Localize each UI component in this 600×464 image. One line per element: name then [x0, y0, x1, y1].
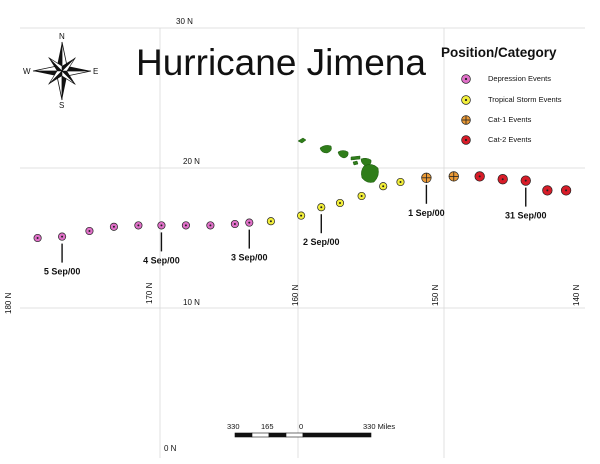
legend-label-depression: Depression Events: [488, 74, 551, 83]
svg-text:3 Sep/00: 3 Sep/00: [231, 253, 268, 263]
date-label: 2 Sep/00: [303, 214, 340, 247]
island-molokai: [350, 155, 361, 161]
scale-segment-2: [251, 432, 270, 438]
compass-e: E: [93, 67, 98, 76]
island-kauai: [319, 145, 332, 154]
track-point-depression: [230, 219, 239, 229]
legend-label-cat1: Cat-1 Events: [488, 115, 532, 124]
lat-label-30: 30 N: [176, 17, 193, 26]
track-point-tropical-storm: [335, 198, 345, 208]
graticule: [20, 27, 585, 458]
scale-label-330-left: 330: [227, 422, 240, 431]
legend-title: Position/Category: [441, 45, 557, 60]
svg-text:2 Sep/00: 2 Sep/00: [303, 237, 340, 247]
lon-label-150: 150 N: [431, 284, 440, 306]
track-point-cat1: [421, 172, 432, 183]
track-point-tropical-storm: [379, 182, 388, 191]
track-point-depression: [134, 221, 143, 230]
legend: Position/Category Depression Events Trop…: [441, 45, 562, 145]
compass-rose-icon: [32, 41, 92, 101]
track-point-tropical-storm: [266, 217, 275, 226]
compass-s: S: [59, 101, 64, 110]
lat-label-20: 20 N: [183, 157, 200, 166]
track-point-tropical-storm: [357, 191, 366, 201]
scale-segment-3: [268, 432, 287, 438]
island-maui: [360, 157, 372, 167]
legend-label-tropical-storm: Tropical Storm Events: [488, 95, 562, 104]
island-lanai: [352, 160, 359, 166]
scale-label-0: 0: [299, 422, 303, 431]
svg-text:31 Sep/00: 31 Sep/00: [505, 211, 547, 221]
scale-label-330-right: 330 Miles: [363, 422, 395, 431]
map-title: Hurricane Jimena: [136, 42, 426, 83]
lon-label-160: 160 N: [291, 284, 300, 306]
scale-bar: 330 165 0 330 Miles: [227, 422, 395, 438]
legend-label-cat2: Cat-2 Events: [488, 135, 532, 144]
lon-label-140: 140 N: [572, 284, 581, 306]
island-hawaii: [361, 164, 379, 183]
date-label: 5 Sep/00: [44, 243, 81, 277]
svg-text:1 Sep/00: 1 Sep/00: [408, 208, 445, 218]
track-point-depression: [109, 222, 118, 231]
track-point-depression: [245, 218, 254, 227]
lat-label-0: 0 N: [164, 444, 177, 453]
track-point-depression: [157, 221, 166, 230]
scale-segment-4: [285, 432, 304, 438]
hurricane-track: [33, 171, 572, 243]
track-point-cat2: [474, 171, 485, 182]
lon-label-170: 170 N: [145, 282, 154, 304]
track-point-cat2: [560, 185, 572, 196]
track-point-cat1: [448, 171, 459, 182]
date-label: 3 Sep/00: [231, 229, 268, 263]
track-point-depression: [206, 221, 215, 230]
date-label: 31 Sep/00: [505, 187, 547, 221]
island-oahu: [337, 150, 349, 159]
svg-text:5 Sep/00: 5 Sep/00: [44, 267, 81, 277]
track-point-cat2: [542, 185, 553, 196]
compass-w: W: [23, 67, 31, 76]
track-point-cat2: [497, 174, 508, 185]
lat-label-10: 10 N: [183, 298, 200, 307]
legend-item-tropical-storm: Tropical Storm Events: [461, 95, 562, 105]
lon-label-180: 180 N: [4, 292, 13, 314]
track-point-tropical-storm: [396, 177, 405, 187]
track-point-depression: [58, 232, 67, 241]
date-labels: 5 Sep/00 4 Sep/00 3 Sep/00 2 Sep/00 1 Sep/00…: [44, 184, 547, 277]
island-niihau: [297, 137, 307, 144]
scale-label-165: 165: [261, 422, 274, 431]
date-label: 4 Sep/00: [143, 232, 180, 265]
track-point-cat2: [520, 175, 531, 186]
legend-item-depression: Depression Events: [461, 74, 551, 84]
svg-text:4 Sep/00: 4 Sep/00: [143, 255, 180, 265]
legend-item-cat1: Cat-1 Events: [461, 115, 532, 125]
legend-item-cat2: Cat-2 Events: [461, 135, 532, 145]
track-point-depression: [181, 221, 190, 230]
track-point-depression: [33, 233, 42, 243]
track-point-tropical-storm: [297, 211, 306, 220]
date-label: 1 Sep/00: [408, 184, 445, 218]
scale-segment-5: [302, 432, 372, 438]
scale-segment-1: [234, 432, 253, 438]
track-point-depression: [85, 226, 94, 236]
hawaiian-islands: [297, 137, 379, 183]
track-point-tropical-storm: [317, 203, 326, 212]
compass-n: N: [59, 32, 65, 41]
